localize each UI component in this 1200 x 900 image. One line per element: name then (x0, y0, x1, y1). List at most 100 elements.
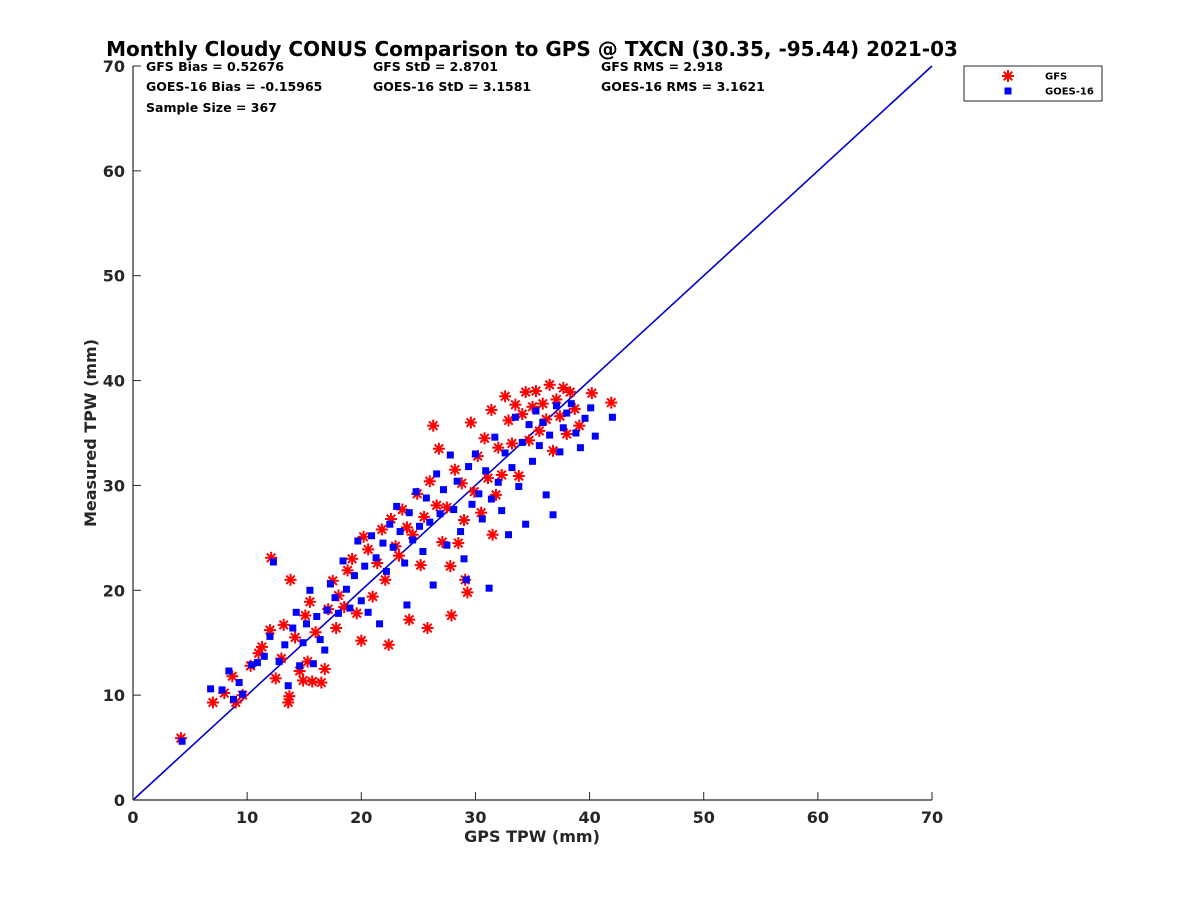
data-point-goes16 (178, 737, 186, 745)
legend-box (963, 65, 1103, 102)
data-point-goes16 (429, 581, 437, 589)
data-point-goes16 (559, 424, 567, 432)
data-point-goes16 (539, 419, 547, 427)
data-point-goes16 (218, 686, 226, 694)
data-point-goes16 (460, 555, 468, 563)
data-point-goes16 (450, 506, 458, 514)
data-point-goes16 (415, 522, 423, 530)
data-point-goes16 (225, 667, 233, 675)
data-point-goes16 (376, 620, 384, 628)
data-point-gfs (346, 552, 359, 565)
legend-marker-gfs (1002, 70, 1014, 82)
data-point-goes16 (549, 511, 557, 519)
data-point-gfs (341, 564, 354, 577)
x-tick-label: 0 (127, 808, 138, 827)
data-point-goes16 (501, 449, 509, 457)
y-tick-label: 20 (103, 581, 125, 600)
data-point-goes16 (396, 528, 404, 536)
data-point-gfs (382, 638, 395, 651)
data-point-gfs (306, 675, 319, 688)
data-point-goes16 (354, 537, 362, 545)
y-tick-label: 70 (103, 57, 125, 76)
data-point-goes16 (591, 432, 599, 440)
data-point-goes16 (518, 438, 526, 446)
data-point-goes16 (316, 636, 324, 644)
data-point-goes16 (498, 507, 506, 515)
series-layer (174, 378, 618, 745)
data-point-goes16 (350, 572, 358, 580)
data-point-gfs (355, 634, 368, 647)
data-point-goes16 (478, 515, 486, 523)
data-point-gfs (543, 378, 556, 391)
chart-title: Monthly Cloudy CONUS Comparison to GPS @… (106, 37, 958, 61)
data-point-goes16 (364, 608, 372, 616)
reference-line-layer (132, 65, 933, 801)
data-point-goes16 (302, 620, 310, 628)
data-point-goes16 (331, 594, 339, 602)
data-point-gfs (509, 398, 522, 411)
data-point-goes16 (552, 402, 560, 410)
data-point-goes16 (471, 450, 479, 458)
x-tick-label: 60 (807, 808, 829, 827)
data-point-goes16 (532, 407, 540, 415)
data-point-goes16 (323, 606, 331, 614)
x-axis-label: GPS TPW (mm) (464, 827, 600, 846)
data-point-gfs (448, 463, 461, 476)
data-point-goes16 (457, 528, 465, 536)
stat-label: GFS Bias = 0.52676 (146, 59, 284, 74)
data-point-goes16 (409, 536, 417, 544)
stat-label: GFS StD = 2.8701 (373, 59, 498, 74)
data-point-gfs (427, 419, 440, 432)
data-point-goes16 (372, 554, 380, 562)
data-point-goes16 (468, 500, 476, 508)
y-tick-label: 0 (114, 791, 125, 810)
data-point-goes16 (393, 502, 401, 510)
data-point-gfs (269, 672, 282, 685)
data-point-gfs (564, 386, 577, 399)
data-point-gfs (529, 385, 542, 398)
data-point-goes16 (465, 463, 473, 471)
data-point-gfs (585, 387, 598, 400)
data-point-gfs (505, 437, 518, 450)
x-tick-label: 10 (236, 808, 258, 827)
data-point-goes16 (487, 495, 495, 503)
x-tick-label: 70 (921, 808, 943, 827)
data-point-gfs (519, 386, 532, 399)
data-point-goes16 (248, 661, 256, 669)
data-point-goes16 (334, 609, 342, 617)
data-point-goes16 (405, 509, 413, 517)
data-point-gfs (206, 696, 219, 709)
data-point-goes16 (567, 400, 575, 408)
data-point-goes16 (281, 641, 289, 649)
data-point-gfs (436, 536, 449, 549)
data-point-goes16 (522, 520, 530, 528)
data-point-gfs (432, 442, 445, 455)
legend-label: GFS (1045, 72, 1067, 83)
data-point-gfs (605, 396, 618, 409)
data-point-gfs (512, 469, 525, 482)
data-point-goes16 (419, 547, 427, 555)
data-point-goes16 (453, 477, 461, 485)
data-point-goes16 (266, 632, 274, 640)
data-point-goes16 (313, 613, 321, 620)
data-point-goes16 (389, 543, 397, 551)
y-ticks: 0 10 20 30 40 50 60 70 (103, 57, 141, 810)
data-point-gfs (421, 622, 434, 635)
data-point-gfs (444, 560, 457, 573)
data-point-gfs (283, 690, 296, 703)
data-point-gfs (330, 622, 343, 635)
data-point-gfs (366, 590, 379, 603)
data-point-gfs (533, 424, 546, 437)
stat-label: GOES-16 Bias = -0.15965 (146, 79, 322, 94)
data-point-gfs (289, 631, 302, 644)
x-tick-label: 50 (693, 808, 715, 827)
data-point-goes16 (253, 659, 261, 667)
data-point-goes16 (491, 433, 499, 441)
data-point-goes16 (485, 584, 493, 592)
data-point-gfs (461, 586, 474, 599)
data-point-gfs (315, 676, 328, 689)
data-point-gfs (362, 543, 375, 556)
data-point-goes16 (361, 562, 369, 570)
stat-label: GFS RMS = 2.918 (601, 59, 723, 74)
